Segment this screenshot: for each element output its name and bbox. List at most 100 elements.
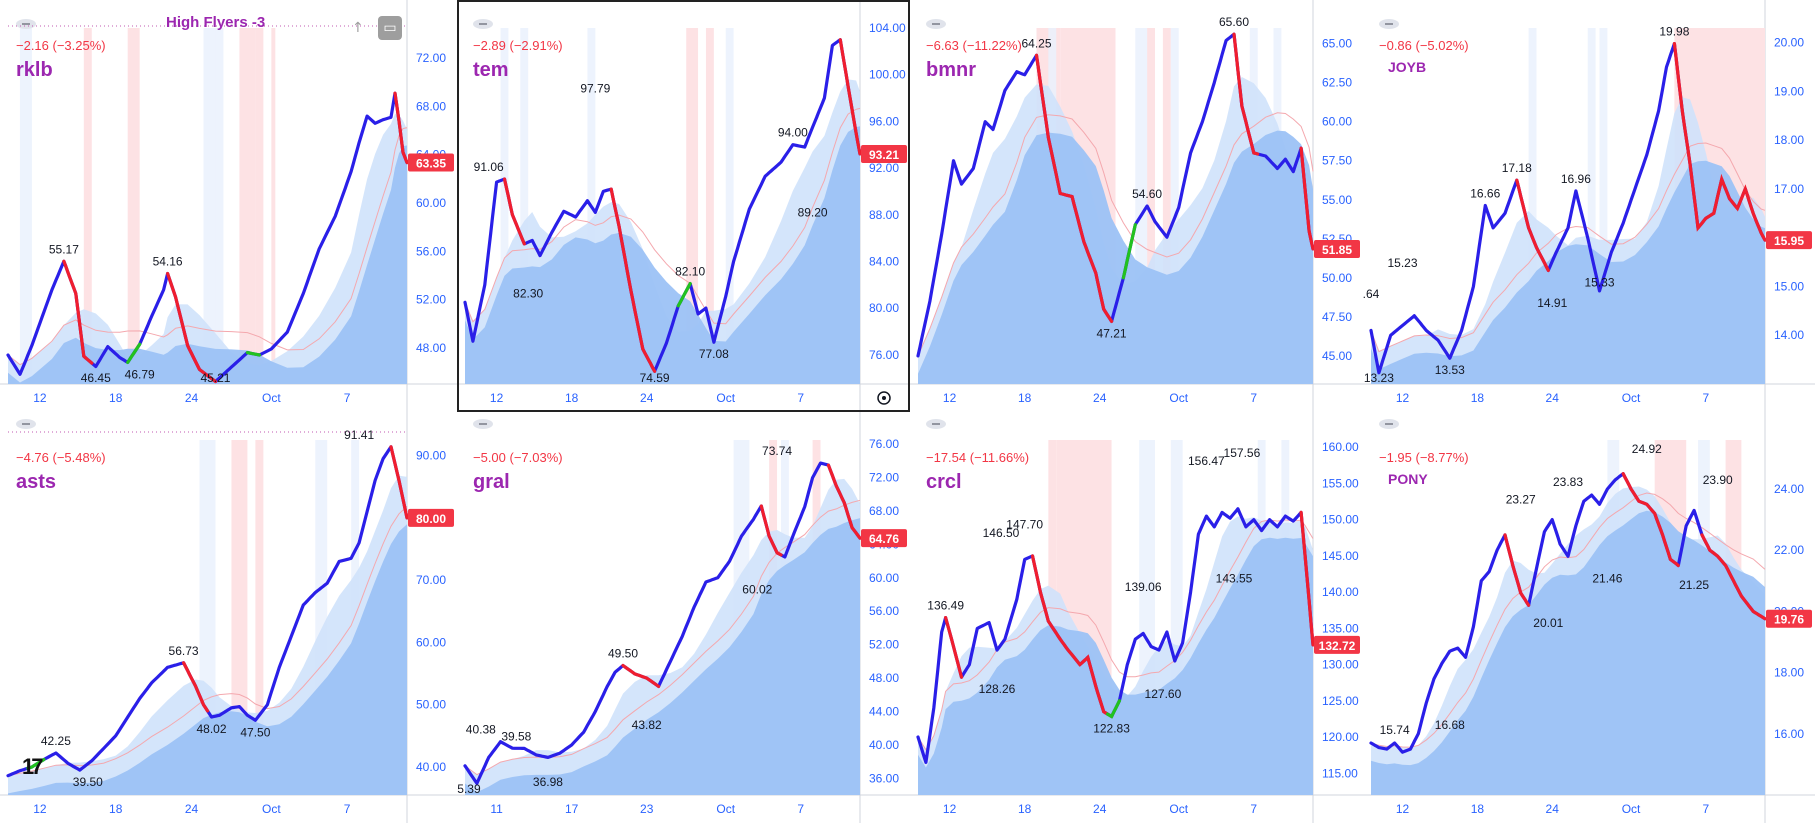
x-tick-label-3: Oct [1622, 802, 1641, 816]
chart-panel-pony[interactable]: 15.74 16.68 23.27 20.01 23.83 21.46 24.92 21.25… [1363, 412, 1815, 823]
ma-line [1370, 492, 1766, 748]
x-tick-label-4: 7 [797, 802, 804, 816]
chart-panel-rklb[interactable]: 55.17 46.45 46.79 54.16 45.21 48.00 52.00 56.00… [0, 0, 457, 412]
data-label-1: 82.30 [513, 286, 543, 300]
price-line [1369, 472, 1767, 754]
data-label-3: 147.70 [1006, 517, 1043, 531]
data-label-2: 13.23 [1364, 371, 1394, 385]
data-label-5: 91.41 [344, 428, 374, 442]
y-tick-label-3: 70.00 [416, 573, 446, 587]
ma-slow-area [8, 524, 407, 795]
ticker-label[interactable]: JOYB [1388, 59, 1426, 75]
price-down-segment-2 [1700, 533, 1767, 621]
y-tick-label-3: 88.00 [869, 208, 899, 222]
x-tick-label-0: 12 [943, 391, 957, 405]
x-tick-label-3: Oct [716, 391, 735, 405]
last-price-label: 80.00 [416, 512, 446, 526]
y-tick-label-8: 155.00 [1322, 476, 1359, 490]
last-price-tag [408, 508, 454, 527]
change-label: −4.76 (−5.48%) [16, 450, 106, 465]
data-label-3: 36.98 [533, 775, 563, 789]
price-down-segment-2 [1299, 146, 1315, 251]
maximize-icon[interactable]: ▭ [378, 16, 402, 40]
data-label-1: 47.21 [1097, 326, 1127, 340]
data-label-8: 23.90 [1703, 473, 1733, 487]
x-tick-label-2: 24 [1093, 802, 1107, 816]
data-label-2: 23.27 [1506, 492, 1536, 506]
data-label-4: 16.66 [1470, 187, 1500, 201]
chart-svg-bmnr[interactable]: 64.2547.2154.6065.6045.0047.5050.0052.50… [910, 0, 1363, 412]
x-tick-label-1: 18 [1018, 802, 1032, 816]
gap-shade-2 [1170, 28, 1179, 384]
y-tick-label-1: 14.00 [1774, 328, 1804, 342]
y-tick-label-0: 48.00 [416, 341, 446, 355]
chart-panel-joyb[interactable]: .64 15.23 13.23 13.53 16.66 17.18 14.91 16.96 15… [1363, 0, 1815, 412]
x-tick-label-0: 11 [490, 802, 503, 816]
y-tick-label-7: 20.00 [1774, 36, 1804, 50]
ticker-label[interactable]: bmnr [926, 59, 976, 81]
price-down-segment-0 [621, 663, 661, 688]
data-label-4: 45.21 [200, 371, 230, 385]
data-label-1: 46.45 [81, 371, 111, 385]
ma-line [7, 506, 408, 777]
gap-shade-1 [315, 440, 328, 795]
arrow-up-icon[interactable]: ↑ [352, 20, 364, 36]
x-tick-label-0: 12 [33, 802, 47, 816]
chart-svg-asts[interactable]: 42.25 39.50 56.73 48.02 47.50 91.41 40.00 50.00… [0, 412, 457, 823]
price-down-segment-1 [759, 504, 783, 557]
gear-icon[interactable] [877, 391, 891, 405]
ma-slow-area [1371, 160, 1765, 384]
down-shade-2 [1147, 28, 1155, 384]
chart-panel-tem[interactable]: 91.06 82.30 97.79 74.59 82.10 77.08 94.00 89.20… [457, 0, 910, 412]
data-label-0: 15.74 [1380, 723, 1410, 737]
x-tick-label-3: Oct [262, 391, 281, 405]
chart-svg-PONY[interactable]: 15.74 16.68 23.27 20.01 23.83 21.46 24.92 21.25… [1363, 412, 1815, 823]
last-price-label: 93.21 [869, 148, 899, 162]
x-tick-label-2: 24 [185, 802, 199, 816]
y-tick-label-2: 15.00 [1774, 279, 1804, 293]
data-label-1: 40.38 [466, 723, 496, 737]
data-label-5: 21.46 [1592, 572, 1622, 586]
y-tick-label-1: 120.00 [1322, 730, 1359, 744]
x-tick-label-1: 18 [565, 391, 579, 405]
chart-panel-crcl[interactable]: 136.49 128.26 146.50 147.70 122.83 139.06 127.… [910, 412, 1363, 823]
x-tick-label-1: 18 [1018, 391, 1032, 405]
x-tick-label-1: 18 [1471, 802, 1485, 816]
ticker-label[interactable]: crcl [926, 471, 962, 493]
last-price-label: 132.72 [1319, 639, 1356, 653]
data-label-4: 49.50 [608, 647, 638, 661]
gap-shade-1 [1587, 28, 1596, 384]
y-tick-label-0: 115.00 [1322, 766, 1358, 780]
shading-group [19, 28, 276, 384]
x-tick-label-4: 7 [344, 391, 351, 405]
chart-panel-asts[interactable]: 42.25 39.50 56.73 48.02 47.50 91.41 40.00 50.00… [0, 412, 457, 823]
x-tick-label-1: 17 [565, 802, 579, 816]
layout-title[interactable]: High Flyers -3 [166, 14, 266, 31]
change-label: −1.95 (−8.77%) [1379, 450, 1469, 465]
gap-shade-3 [725, 28, 734, 384]
last-price-tag [861, 144, 907, 163]
ticker-label[interactable]: gral [473, 471, 510, 493]
last-price-label: 51.85 [1322, 243, 1352, 257]
ma-slow-area [918, 130, 1313, 384]
chart-svg-tem[interactable]: 91.06 82.30 97.79 74.59 82.10 77.08 94.00 89.20… [457, 0, 910, 412]
y-tick-label-2: 84.00 [869, 254, 899, 268]
price-down-segment-2 [393, 91, 409, 165]
price-neutral-segment-1 [245, 351, 261, 357]
chart-svg-gral[interactable]: 5.39 40.38 39.58 36.98 49.50 43.82 60.02 73.74 3… [457, 412, 910, 823]
last-price-label: 19.76 [1774, 613, 1804, 627]
chart-svg-rklb[interactable]: 55.17 46.45 46.79 54.16 45.21 48.00 52.00 56.00… [0, 0, 457, 412]
ticker-label[interactable]: PONY [1388, 471, 1428, 487]
ticker-label[interactable]: asts [16, 471, 56, 493]
y-tick-label-6: 145.00 [1322, 549, 1359, 563]
chart-panel-gral[interactable]: 5.39 40.38 39.58 36.98 49.50 43.82 60.02 73.74 3… [457, 412, 910, 823]
ticker-label[interactable]: tem [473, 59, 509, 81]
ma-line [464, 107, 861, 325]
price-down-segment-2 [838, 38, 862, 156]
ticker-label[interactable]: rklb [16, 59, 53, 81]
chart-panel-bmnr[interactable]: 64.25 47.21 54.60 65.60 45.00 47.50 50.00 52.50… [910, 0, 1363, 412]
data-label-2: 54.60 [1132, 187, 1162, 201]
change-label: −17.54 (−11.66%) [926, 450, 1029, 465]
